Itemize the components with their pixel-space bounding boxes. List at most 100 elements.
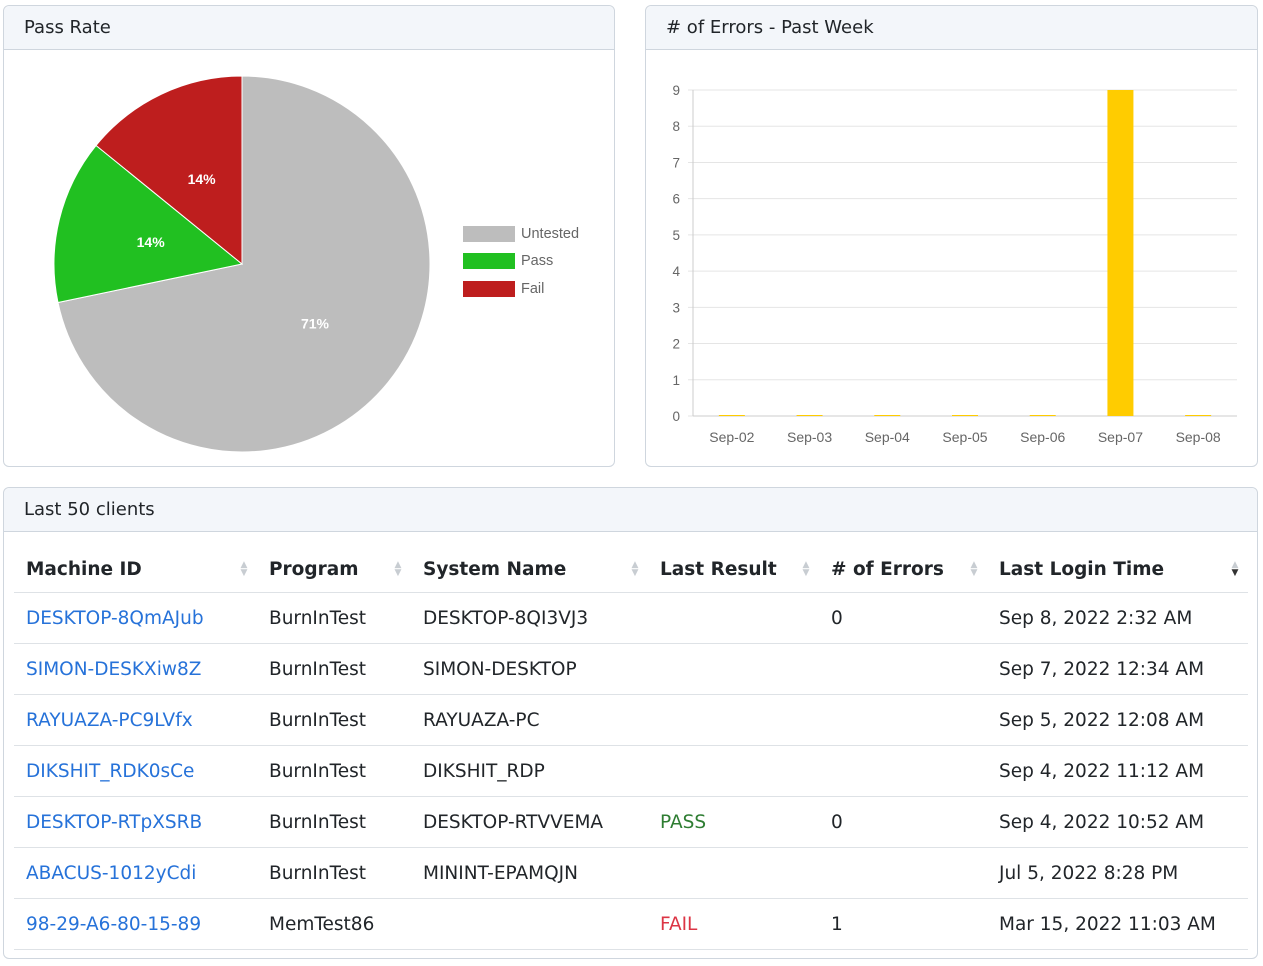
sort-icon: ▲ ▼ (970, 560, 978, 578)
machine-link[interactable]: SIMON-DESKXiw8Z (26, 658, 202, 680)
legend-item-untested[interactable]: Untested (463, 220, 579, 248)
col-last-login[interactable]: Last Login Time ▲ ▼ (987, 546, 1248, 593)
cell-login: Sep 7, 2022 12:34 AM (987, 643, 1248, 695)
cell-machine-id: ABACUS-1012yCdi (14, 847, 257, 899)
sort-icon: ▲ ▼ (802, 560, 810, 578)
y-tick-label: 2 (672, 337, 680, 352)
cell-errors (819, 745, 987, 797)
cell-machine-id: DESKTOP-8QmAJub (14, 592, 257, 644)
cell-errors: 0 (819, 592, 987, 644)
clients-card: Last 50 clients Machine ID ▲ ▼ Program ▲ ▼ S… (3, 487, 1258, 959)
machine-link[interactable]: ABACUS-1012yCdi (26, 862, 197, 884)
cell-result-fail: FAIL (648, 898, 819, 950)
bar-sep-06[interactable] (1029, 415, 1056, 416)
bar-sep-03[interactable] (796, 415, 823, 416)
machine-link[interactable]: DESKTOP-RTpXSRB (26, 811, 203, 833)
table-row: DESKTOP-RTpXSRB BurnInTest DESKTOP-RTVVE… (14, 796, 1248, 848)
cell-result (648, 745, 819, 797)
cell-login: Jul 5, 2022 8:28 PM (987, 847, 1248, 899)
cell-login: Sep 5, 2022 12:08 AM (987, 694, 1248, 746)
col-program[interactable]: Program ▲ ▼ (257, 546, 411, 593)
cell-system-name: DIKSHIT_RDP (411, 745, 648, 797)
cell-errors (819, 643, 987, 695)
col-last-result[interactable]: Last Result ▲ ▼ (648, 546, 819, 593)
legend-swatch-fail (463, 280, 515, 297)
pass-rate-pie-chart: 71% 14% 14% (53, 75, 431, 453)
table-row: DESKTOP-8QmAJub BurnInTest DESKTOP-8QI3V… (14, 592, 1248, 644)
bar-sep-07[interactable] (1107, 90, 1134, 416)
bar-sep-05[interactable] (952, 415, 978, 416)
pie-slice-label: 71% (301, 315, 330, 331)
cell-machine-id: RAYUAZA-PC9LVfx (14, 694, 257, 746)
col-label: Machine ID (26, 558, 142, 580)
cell-login: Mar 15, 2022 11:03 AM (987, 898, 1248, 950)
clients-title: Last 50 clients (4, 488, 1257, 532)
pie-legend: Untested Pass Fail (463, 220, 579, 303)
cell-login: Sep 4, 2022 10:52 AM (987, 796, 1248, 848)
cell-program: BurnInTest (257, 694, 411, 746)
sort-icon: ▲ ▼ (631, 560, 639, 578)
y-tick-label: 8 (672, 119, 680, 134)
cell-errors: 0 (819, 796, 987, 848)
cell-program: BurnInTest (257, 592, 411, 644)
sort-desc-icon: ▲ ▼ (1231, 560, 1239, 578)
sort-icon: ▲ ▼ (394, 560, 402, 578)
machine-link[interactable]: DESKTOP-8QmAJub (26, 607, 204, 629)
y-tick-label: 3 (672, 300, 680, 315)
cell-system-name: RAYUAZA-PC (411, 694, 648, 746)
cell-login: Sep 4, 2022 11:12 AM (987, 745, 1248, 797)
bar-sep-02[interactable] (718, 415, 745, 416)
cell-result-pass: PASS (648, 796, 819, 848)
machine-link[interactable]: 98-29-A6-80-15-89 (26, 913, 202, 935)
machine-link[interactable]: RAYUAZA-PC9LVfx (26, 709, 193, 731)
pie-slice-pass[interactable] (53, 144, 244, 304)
cell-program: BurnInTest (257, 745, 411, 797)
cell-errors: 1 (819, 898, 987, 950)
table-header-row: Machine ID ▲ ▼ Program ▲ ▼ System Name ▲ ▼ Las… (14, 546, 1248, 593)
machine-link[interactable]: DIKSHIT_RDK0sCe (26, 760, 195, 782)
table-row: 98-29-A6-80-15-89 MemTest86 FAIL 1 Mar 1… (14, 898, 1248, 950)
x-tick-label: Sep-08 (1176, 429, 1221, 445)
pie-slice-label: 14% (188, 171, 217, 187)
x-tick-label: Sep-07 (1098, 429, 1143, 445)
table-row: DIKSHIT_RDK0sCe BurnInTest DIKSHIT_RDP S… (14, 745, 1248, 797)
legend-swatch-pass (463, 253, 515, 270)
cell-system-name: DESKTOP-RTVVEMA (411, 796, 648, 848)
errors-card: # of Errors - Past Week 0 1 2 3 4 5 6 7 8 9 Sep-02… (645, 5, 1258, 467)
x-tick-label: Sep-02 (709, 429, 754, 445)
legend-label-fail: Fail (521, 280, 545, 297)
col-label: System Name (423, 558, 567, 580)
legend-item-pass[interactable]: Pass (463, 248, 579, 276)
bar-sep-08[interactable] (1185, 415, 1212, 416)
col-machine-id[interactable]: Machine ID ▲ ▼ (14, 546, 257, 593)
errors-bar-chart: 0 1 2 3 4 5 6 7 8 9 Sep-02 Sep-03 Sep-04 Sep-05 Sep-06… (672, 83, 1237, 445)
cell-errors (819, 847, 987, 899)
cell-machine-id: DESKTOP-RTpXSRB (14, 796, 257, 848)
y-tick-label: 4 (672, 264, 680, 279)
cell-system-name: MININT-EPAMQJN (411, 847, 648, 899)
clients-table: Machine ID ▲ ▼ Program ▲ ▼ System Name ▲ ▼ Las… (14, 546, 1248, 950)
table-row: RAYUAZA-PC9LVfx BurnInTest RAYUAZA-PC Se… (14, 694, 1248, 746)
col-label: Last Login Time (999, 558, 1165, 580)
col-label: Program (269, 558, 359, 580)
cell-result (648, 694, 819, 746)
cell-errors (819, 694, 987, 746)
y-tick-label: 1 (672, 373, 680, 388)
x-tick-label: Sep-03 (787, 429, 832, 445)
bar-sep-04[interactable] (874, 415, 901, 416)
pass-rate-title: Pass Rate (4, 6, 614, 50)
x-tick-label: Sep-06 (1020, 429, 1065, 445)
legend-item-fail[interactable]: Fail (463, 275, 579, 303)
pie-slice-untested[interactable] (57, 75, 431, 453)
col-errors[interactable]: # of Errors ▲ ▼ (819, 546, 987, 593)
cell-system-name (411, 898, 648, 950)
y-tick-label: 0 (672, 409, 680, 424)
cell-system-name: DESKTOP-8QI3VJ3 (411, 592, 648, 644)
legend-label-untested: Untested (521, 225, 580, 242)
col-system-name[interactable]: System Name ▲ ▼ (411, 546, 648, 593)
pie-slice-fail[interactable] (95, 75, 243, 266)
cell-program: BurnInTest (257, 847, 411, 899)
cell-login: Sep 8, 2022 2:32 AM (987, 592, 1248, 644)
legend-label-pass: Pass (521, 253, 554, 270)
cell-result (648, 643, 819, 695)
